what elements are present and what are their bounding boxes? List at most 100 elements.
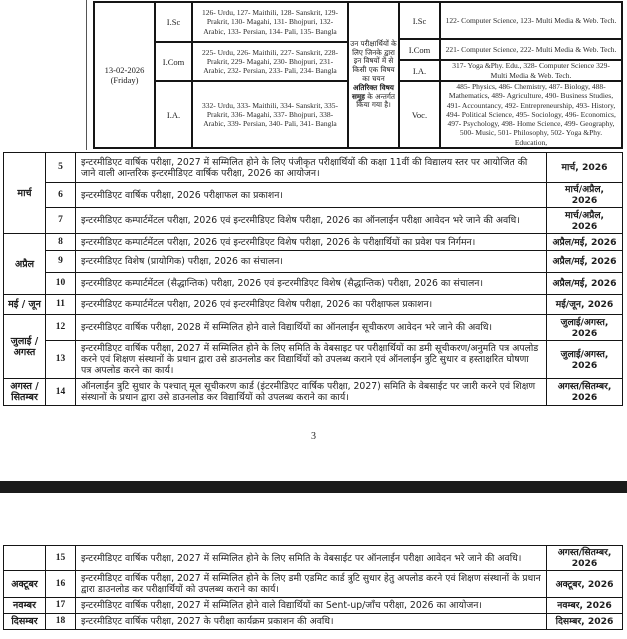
- activity-desc: इन्टरमीडिएट वार्षिक परीक्षा, 2027 में सम…: [74, 340, 548, 379]
- note-text: उन परीक्षार्थियों के लिए जिनके द्वारा इन…: [350, 38, 397, 83]
- activity-desc: इन्टरमीडिएट कम्पार्टमेंटल परीक्षा, 2026 …: [74, 207, 548, 234]
- month-cell: अक्टूबर: [3, 570, 46, 598]
- activity-desc: इन्टरमीडिएट वार्षिक परीक्षा, 2027 के परी…: [74, 613, 548, 630]
- month-cell: नवम्बर: [3, 597, 46, 614]
- row-number: 12: [44, 314, 76, 341]
- row-number: 7: [44, 207, 76, 234]
- exam-date: 13-02-2026: [104, 65, 145, 75]
- table-row: दिसम्बर 18 इन्टरमीडिएट वार्षिक परीक्षा, …: [3, 613, 623, 630]
- month-cell: [3, 545, 46, 571]
- activity-desc: इन्टरमीडिएट वार्षिक परीक्षा, 2027 में सम…: [74, 570, 548, 598]
- additional-subject-note: उन परीक्षार्थियों के लिए जिनके द्वारा इन…: [349, 3, 400, 147]
- subject-code-table: 13-02-2026 (Friday) I.Sc 126- Urdu, 127-…: [93, 1, 623, 149]
- activity-date: जुलाई/अगस्त, 2026: [546, 340, 623, 379]
- month-cell: मई / जून: [3, 294, 46, 315]
- row-number: 17: [44, 597, 76, 614]
- table-row: 13 इन्टरमीडिएट वार्षिक परीक्षा, 2027 में…: [4, 340, 623, 379]
- exam-schedule-table-page4: 15 इन्टरमीडिएट वार्षिक परीक्षा, 2027 में…: [3, 545, 623, 630]
- row-number: 15: [44, 545, 76, 571]
- exam-day: (Friday): [110, 75, 139, 85]
- activity-desc: इन्टरमीडिएट विशेष (प्रायोगिक) परीक्षा, 2…: [74, 250, 548, 273]
- table-row: अगस्त / सितम्बर 14 ऑनलाईन त्रुटि सुधार क…: [3, 378, 623, 406]
- table-row: I.Com 225- Urdu, 226- Maithili, 227- San…: [156, 43, 347, 82]
- stream-label: I.Com: [400, 40, 441, 59]
- activity-date: अप्रैल/मई, 2026: [546, 233, 623, 251]
- activity-date: मार्च/अप्रैल, 2026: [546, 182, 623, 208]
- activity-date: अगस्त/सितम्बर, 2026: [546, 545, 623, 571]
- activity-desc: इन्टरमीडिएट वार्षिक परीक्षा, 2028 में सम…: [74, 314, 548, 341]
- subject-list: 126- Urdu, 127- Maithili, 128- Sanskrit,…: [201, 8, 339, 36]
- month-cell: मार्च: [3, 152, 46, 234]
- month-cell: दिसम्बर: [3, 613, 46, 630]
- subject-list: 122- Computer Science, 123- Multi Media …: [445, 15, 617, 25]
- activity-date: नवम्बर, 2026: [546, 597, 623, 614]
- stream-label: Voc.: [400, 82, 441, 147]
- stream-label: I.Com: [156, 43, 193, 80]
- subject-list: 317- Yoga &Phy. Edu., 328- Computer Scie…: [452, 61, 610, 80]
- activity-desc: इन्टरमीडिएट कम्पार्टमेंटल परीक्षा, 2026 …: [74, 233, 548, 251]
- row-number: 5: [44, 152, 76, 183]
- table-row: 10 इन्टरमीडिएट कम्पार्टमेंटल (सैद्धान्ति…: [4, 272, 623, 295]
- subject-list: 225- Urdu, 226- Maithili, 227- Sanskrit,…: [201, 47, 339, 76]
- activity-desc: इन्टरमीडिएट कम्पार्टमेंटल (सैद्धान्तिक) …: [74, 272, 548, 295]
- activity-date: अगस्त/सितम्बर, 2026: [546, 378, 623, 406]
- table-row: अप्रैल 8 इन्टरमीडिएट कम्पार्टमेंटल परीक्…: [3, 233, 623, 295]
- activity-date: मई/जून, 2026: [546, 294, 623, 315]
- activity-date: मार्च, 2026: [546, 152, 623, 183]
- table-row: I.Sc 122- Computer Science, 123- Multi M…: [400, 3, 621, 40]
- stream-label: I.A.: [156, 82, 193, 147]
- activity-desc: ऑनलाईन त्रुटि सुधार के पश्चात् मूल सूचीक…: [74, 378, 548, 406]
- table-row: I.A. 317- Yoga &Phy. Edu., 328- Computer…: [400, 61, 621, 82]
- stream-label: I.Sc: [156, 3, 193, 41]
- row-number: 8: [44, 233, 76, 251]
- language-subjects-group: I.Sc 126- Urdu, 127- Maithili, 128- Sans…: [156, 3, 349, 147]
- subject-list: 332- Urdu, 333- Maithili, 334- Sanskrit,…: [201, 100, 339, 129]
- subject-list: 221- Computer Science, 222- Multi Media …: [445, 44, 617, 54]
- table-row: I.A. 332- Urdu, 333- Maithili, 334- Sans…: [156, 82, 347, 147]
- table-row: I.Sc 126- Urdu, 127- Maithili, 128- Sans…: [156, 3, 347, 43]
- activity-date: मार्च/अप्रैल, 2026: [546, 207, 623, 234]
- activity-date: अप्रैल/मई, 2026: [546, 272, 623, 295]
- vocational-subjects-group: I.Sc 122- Computer Science, 123- Multi M…: [400, 3, 621, 147]
- month-cell: जुलाई / अगस्त: [3, 314, 46, 379]
- table-row: 15 इन्टरमीडिएट वार्षिक परीक्षा, 2027 में…: [3, 545, 623, 571]
- stream-label: I.A.: [400, 61, 441, 80]
- row-number: 10: [44, 272, 76, 295]
- table-row: 7 इन्टरमीडिएट कम्पार्टमेंटल परीक्षा, 202…: [4, 207, 623, 234]
- activity-desc: इन्टरमीडिएट वार्षिक परीक्षा, 2027 में सम…: [74, 545, 548, 571]
- subject-list: 485- Physics, 486- Chemistry, 487- Biolo…: [446, 82, 616, 147]
- activity-desc: इन्टरमीडिएट वार्षिक परीक्षा, 2027 में सम…: [74, 597, 548, 614]
- row-number: 13: [44, 340, 76, 379]
- table-row: अक्टूबर 16 इन्टरमीडिएट वार्षिक परीक्षा, …: [3, 570, 623, 598]
- activity-desc: इन्टरमीडिएट वार्षिक परीक्षा, 2027 में सम…: [74, 152, 548, 183]
- row-number: 11: [44, 294, 76, 315]
- month-cell: अगस्त / सितम्बर: [3, 378, 46, 406]
- note-bold-text: अतिरिक्त विषय समूह: [351, 82, 394, 101]
- activity-desc: इन्टरमीडिएट वार्षिक परीक्षा, 2026 परीक्ष…: [74, 182, 548, 208]
- table-row: मार्च 5 इन्टरमीडिएट वार्षिक परीक्षा, 202…: [3, 152, 623, 234]
- activity-date: अप्रैल/मई, 2026: [546, 250, 623, 273]
- table-row: Voc. 485- Physics, 486- Chemistry, 487- …: [400, 82, 621, 147]
- table-row: मई / जून 11 इन्टरमीडिएट कम्पार्टमेंटल पर…: [3, 294, 623, 315]
- row-number: 16: [44, 570, 76, 598]
- activity-desc: इन्टरमीडिएट कम्पार्टमेंटल परीक्षा, 2026 …: [74, 294, 548, 315]
- activity-date: अक्टूबर, 2026: [546, 570, 623, 598]
- row-number: 14: [44, 378, 76, 406]
- previous-table-edge-rule: [86, 0, 87, 150]
- table-row: 9 इन्टरमीडिएट विशेष (प्रायोगिक) परीक्षा,…: [4, 250, 623, 273]
- row-number: 18: [44, 613, 76, 630]
- pdf-page-separator: [0, 481, 627, 493]
- activity-date: दिसम्बर, 2026: [546, 613, 623, 630]
- page-number: 3: [311, 431, 316, 442]
- table-row: I.Com 221- Computer Science, 222- Multi …: [400, 40, 621, 61]
- month-cell: अप्रैल: [3, 233, 46, 295]
- stream-label: I.Sc: [400, 3, 441, 38]
- row-number: 6: [44, 182, 76, 208]
- exam-date-cell: 13-02-2026 (Friday): [95, 3, 156, 147]
- row-number: 9: [44, 250, 76, 273]
- note-text: के अन्तर्गत किया गया है।: [356, 91, 396, 110]
- table-row: जुलाई / अगस्त 12 इन्टरमीडिएट वार्षिक परी…: [3, 314, 623, 379]
- table-row: नवम्बर 17 इन्टरमीडिएट वार्षिक परीक्षा, 2…: [3, 597, 623, 614]
- table-row: 6 इन्टरमीडिएट वार्षिक परीक्षा, 2026 परीक…: [4, 182, 623, 208]
- exam-schedule-table-page3: मार्च 5 इन्टरमीडिएट वार्षिक परीक्षा, 202…: [3, 152, 623, 406]
